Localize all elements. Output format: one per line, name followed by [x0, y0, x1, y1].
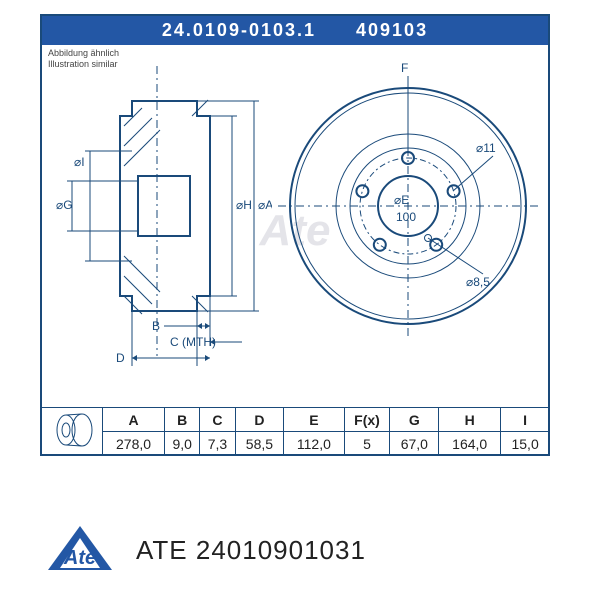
val-I: 15,0 [501, 432, 550, 456]
label-d11: ⌀11 [476, 141, 496, 155]
val-C: 7,3 [200, 432, 235, 456]
diagram-area: ⌀G ⌀I ⌀H ⌀A [42, 46, 548, 376]
label-F: F [401, 61, 408, 75]
label-H: ⌀H [236, 198, 252, 212]
label-A: ⌀A [258, 198, 272, 212]
col-F: F(x) [344, 408, 390, 432]
front-face-view: F ⌀11 ⌀E 100 ⌀8,5 [278, 56, 538, 356]
val-D: 58,5 [235, 432, 284, 456]
brand-name: ATE [136, 535, 188, 565]
label-I: ⌀I [74, 155, 85, 169]
table-data-row: 278,0 9,0 7,3 58,5 112,0 5 67,0 164,0 15… [41, 432, 550, 456]
brand-logo: Ate [40, 520, 120, 580]
row-icon-cell [41, 408, 103, 456]
val-H: 164,0 [439, 432, 501, 456]
label-cb: 100 [396, 210, 416, 224]
brand-partnum: 24010901031 [196, 535, 366, 565]
label-C: C (MTH) [170, 335, 216, 349]
brand-text: ATE 24010901031 [136, 535, 366, 566]
diagram-frame: 24.0109-0103.1 409103 Abbildung ähnlich … [40, 14, 550, 456]
val-G: 67,0 [390, 432, 439, 456]
label-D: D [116, 351, 125, 365]
val-A: 278,0 [103, 432, 165, 456]
disc-icon [48, 411, 96, 449]
col-H: H [439, 408, 501, 432]
col-A: A [103, 408, 165, 432]
label-B: B [152, 319, 160, 333]
col-I: I [501, 408, 550, 432]
val-E: 112,0 [284, 432, 344, 456]
col-B: B [165, 408, 200, 432]
col-G: G [390, 408, 439, 432]
label-d85: ⌀8,5 [466, 275, 490, 289]
part-number-1: 24.0109-0103.1 [162, 20, 316, 41]
logo-text: Ate [63, 547, 96, 569]
label-E: ⌀E [394, 193, 409, 207]
header-bar: 24.0109-0103.1 409103 [42, 16, 548, 45]
footer: Ate ATE 24010901031 [40, 520, 550, 580]
col-D: D [235, 408, 284, 432]
part-number-2: 409103 [356, 20, 428, 41]
table-header-row: A B C D E F(x) G H I [41, 408, 550, 432]
val-B: 9,0 [165, 432, 200, 456]
col-C: C [200, 408, 235, 432]
col-E: E [284, 408, 344, 432]
label-G: ⌀G [56, 198, 73, 212]
val-F: 5 [344, 432, 390, 456]
dimension-table: A B C D E F(x) G H I 278,0 9,0 7,3 58,5 … [40, 407, 550, 456]
side-section-view: ⌀G ⌀I ⌀H ⌀A [42, 56, 272, 376]
